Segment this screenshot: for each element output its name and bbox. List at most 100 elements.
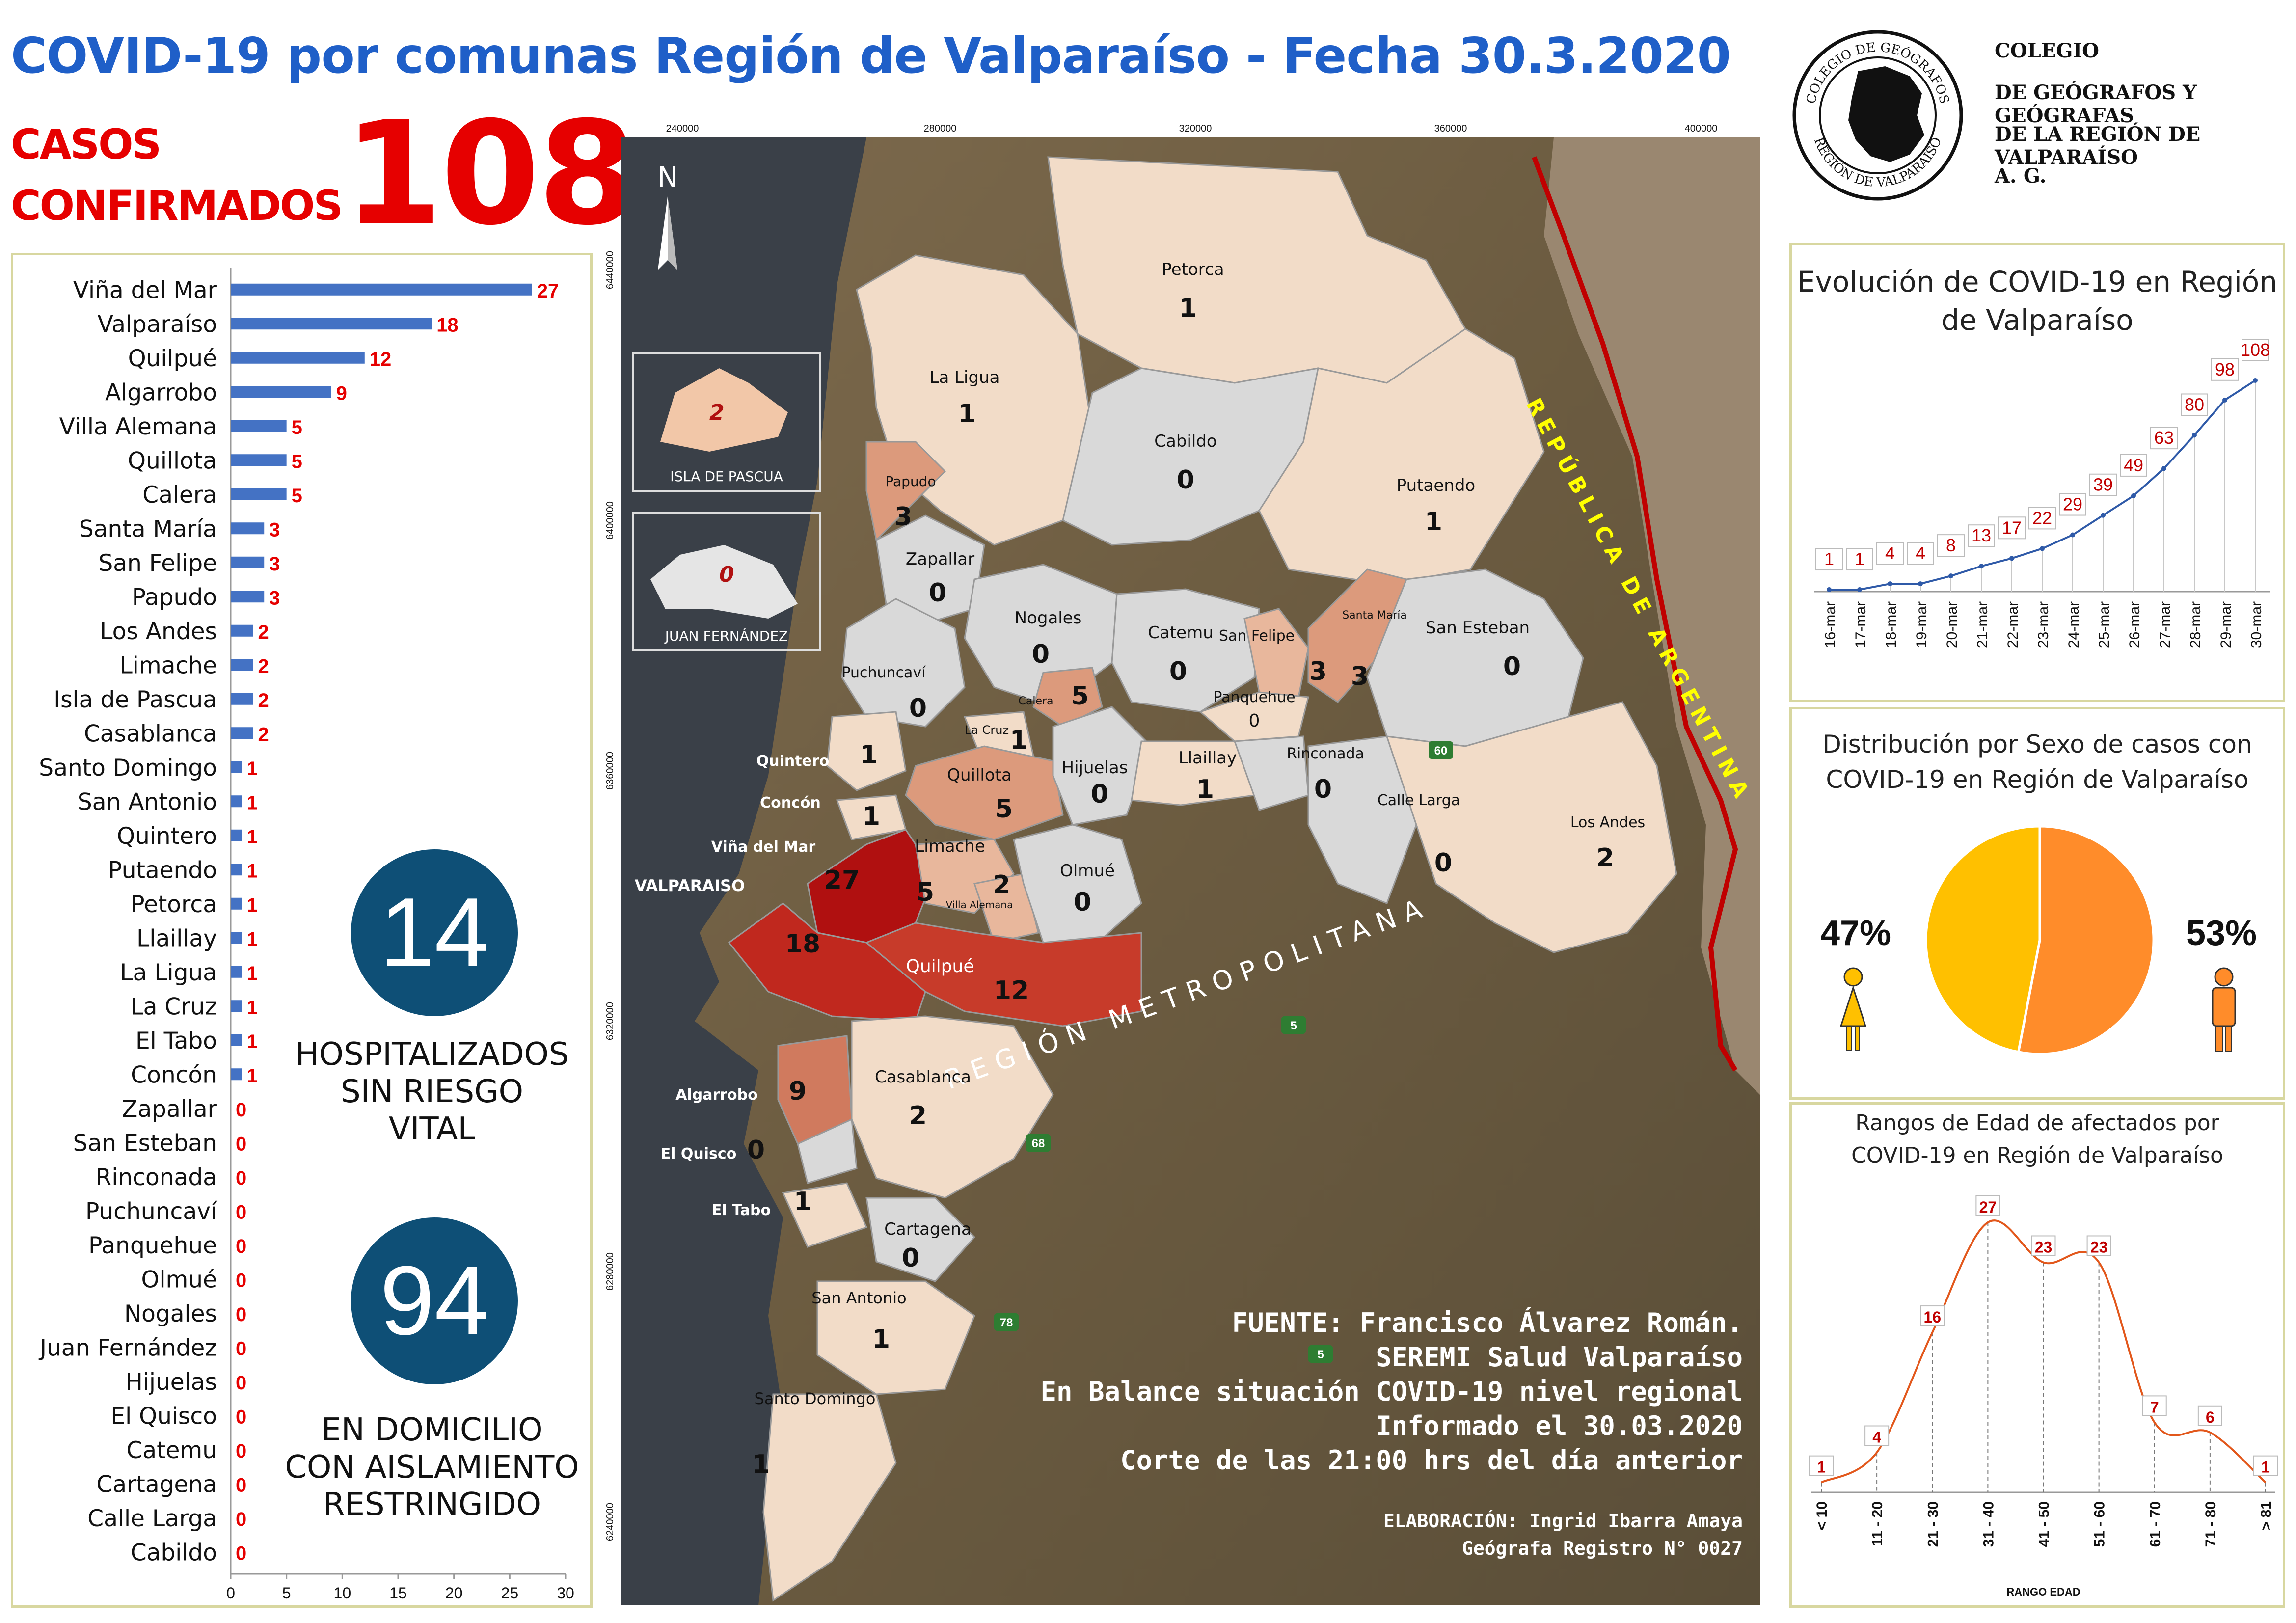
male-icon (2212, 967, 2236, 1052)
map-left-tick: 6240000 (605, 1503, 616, 1541)
evo-x-tick-label: 25-mar (2096, 601, 2112, 648)
evo-x-tick-label: 20-mar (1944, 601, 1960, 648)
bar-category-label: Concón (131, 1061, 217, 1088)
bar-value-label: 0 (236, 1304, 246, 1325)
bar-value-label: 0 (236, 1406, 246, 1428)
bar-category-label: Viña del Mar (73, 277, 217, 304)
evo-point (1948, 573, 1953, 579)
north-label: N (657, 162, 678, 193)
evo-value-label: 8 (1946, 535, 1956, 555)
bar (231, 829, 242, 841)
evo-point (1979, 564, 1984, 569)
isla-de-pascua-shape (660, 368, 788, 452)
value-santo-domingo: 1 (752, 1450, 770, 1479)
value-calera: 5 (1071, 681, 1089, 711)
bar-category-label: Isla de Pascua (54, 686, 217, 713)
bar (231, 897, 242, 910)
evo-label-box (2059, 493, 2086, 516)
value-putaendo: 1 (1425, 507, 1442, 537)
label-san-esteban: San Esteban (1426, 618, 1530, 638)
evo-point (2131, 493, 2136, 498)
label-valparaiso: VALPARAISO (635, 876, 745, 895)
age-label-box (2197, 1405, 2222, 1426)
label-san-felipe: San Felipe (1219, 627, 1295, 645)
value-rinconada: 0 (1314, 775, 1332, 804)
bar-value-label: 5 (292, 451, 302, 472)
label-calle-larga: Calle Larga (1378, 792, 1460, 809)
label-los-andes: Los Andes (1570, 814, 1645, 831)
bar-category-label: El Tabo (135, 1028, 217, 1055)
commune-san-antonio (816, 1280, 975, 1395)
credit-line2: Geógrafa Registro N° 0027 (1462, 1538, 1743, 1559)
value-san-antonio: 1 (872, 1325, 890, 1354)
region-map: 240000 280000 320000 360000 400000 644000064… (605, 123, 1760, 1605)
bar (231, 966, 242, 978)
home-label-line1: EN DOMICILIO (321, 1412, 543, 1448)
evo-x-tick-label: 17-mar (1853, 601, 1869, 648)
bar-x-tick-label: 25 (501, 1584, 519, 1602)
label-el-quisco: El Quisco (661, 1145, 737, 1163)
evo-point (2101, 513, 2106, 518)
commune-santo-domingo (762, 1393, 897, 1602)
label-cartagena: Cartagena (884, 1219, 972, 1239)
bar-value-label: 0 (236, 1509, 246, 1530)
evo-label-box (2089, 473, 2117, 496)
age-value-label: 6 (2206, 1408, 2215, 1426)
evo-x-tick-label: 30-mar (2248, 601, 2265, 648)
bar (231, 761, 242, 773)
evo-label-box (2120, 454, 2147, 477)
bar-category-label: San Esteban (73, 1130, 217, 1157)
evo-value-label: 49 (2124, 455, 2143, 475)
evolution-panel (1789, 243, 2285, 702)
isla-de-pascua-label: ISLA DE PASCUA (670, 468, 783, 485)
value-nogales: 0 (1032, 640, 1050, 669)
evo-x-tick-label: 26-mar (2127, 601, 2143, 648)
value-villa-alemana: 2 (993, 870, 1010, 900)
bar (231, 488, 287, 500)
age-label-box (1809, 1455, 1834, 1476)
source-line2: SEREMI Salud Valparaíso (1376, 1342, 1743, 1373)
label-concon: Concón (760, 794, 821, 812)
label-petorca: Petorca (1162, 260, 1224, 279)
label-villa-alemana: Villa Alemana (946, 899, 1013, 911)
value-casablanca: 2 (909, 1101, 927, 1131)
bar-value-label: 0 (236, 1201, 246, 1223)
commune-san-felipe (1243, 608, 1309, 698)
label-panquehue: Panquehue (1213, 689, 1295, 706)
bar-category-label: Catemu (126, 1437, 217, 1464)
pie-slice (1924, 825, 2041, 1054)
bar-value-label: 3 (269, 519, 280, 541)
age-label-box (2086, 1235, 2111, 1256)
evo-x-tick-label: 28-mar (2188, 601, 2204, 648)
evo-label-box (2242, 339, 2269, 361)
commune-quintero (826, 711, 907, 791)
bar (231, 864, 242, 876)
bar-value-label: 2 (258, 655, 269, 677)
value-hijuelas: 0 (1091, 780, 1108, 809)
bar-x-tick-label: 30 (557, 1584, 574, 1602)
inset-isla-de-pascua (632, 352, 821, 492)
evo-value-label: 4 (1885, 543, 1895, 563)
evo-point (1888, 581, 1892, 587)
bar-value-label: 2 (258, 724, 269, 745)
evo-value-label: 98 (2215, 359, 2235, 379)
evo-point (1827, 587, 1832, 593)
pie-slice (2017, 825, 2155, 1055)
commune-putaendo (1258, 328, 1545, 585)
age-value-label: 7 (2150, 1398, 2159, 1416)
label-nogales: Nogales (1015, 608, 1082, 628)
bar-value-label: 2 (258, 622, 269, 643)
evo-label-box (1968, 524, 1995, 547)
bar-value-label: 0 (236, 1474, 246, 1496)
label-cabildo: Cabildo (1154, 432, 1216, 451)
bar-category-label: Valparaíso (98, 311, 217, 338)
bar-category-label: Cabildo (131, 1539, 217, 1566)
evo-label-box (2028, 507, 2056, 530)
bar (231, 420, 287, 432)
value-petorca: 1 (1179, 294, 1197, 323)
label-santa-maria: Santa María (1342, 609, 1407, 622)
bar (231, 795, 242, 808)
page-title: COVID-19 por comunas Región de Valparaís… (11, 27, 1731, 84)
bar-value-label: 0 (236, 1133, 246, 1155)
bar-value-label: 9 (336, 382, 347, 404)
